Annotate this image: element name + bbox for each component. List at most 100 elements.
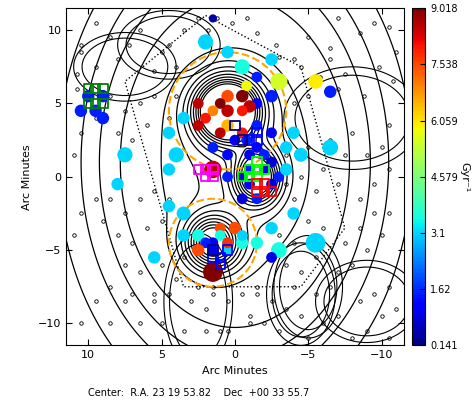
Point	[231, 122, 239, 129]
Point	[209, 254, 217, 261]
Point	[217, 232, 224, 239]
Point	[253, 159, 261, 165]
Point	[238, 240, 246, 246]
Point	[290, 130, 297, 136]
Point	[260, 188, 268, 195]
Point	[209, 174, 217, 180]
Point	[253, 240, 261, 246]
Point	[224, 247, 231, 253]
Point	[202, 240, 210, 246]
Point	[246, 166, 253, 173]
Point	[268, 181, 275, 187]
Point	[268, 159, 275, 165]
Point	[253, 137, 261, 143]
Point	[268, 56, 275, 63]
Point	[224, 108, 231, 114]
Point	[260, 166, 268, 173]
Point	[253, 188, 261, 195]
Point	[224, 152, 231, 158]
Point	[84, 100, 92, 107]
Point	[224, 93, 231, 99]
Point	[268, 254, 275, 261]
Point	[231, 137, 239, 143]
Point	[224, 174, 231, 180]
Point	[224, 240, 231, 246]
Point	[283, 144, 290, 151]
Point	[246, 152, 253, 158]
Y-axis label: Gyr⁻¹: Gyr⁻¹	[459, 162, 469, 192]
Point	[246, 103, 253, 110]
Point	[312, 240, 319, 246]
Point	[217, 254, 224, 261]
Point	[275, 247, 283, 253]
X-axis label: Arc Minutes: Arc Minutes	[202, 366, 268, 376]
Point	[217, 225, 224, 231]
Point	[312, 78, 319, 85]
Point	[260, 181, 268, 187]
Point	[253, 144, 261, 151]
Point	[268, 130, 275, 136]
Y-axis label: Arc Minutes: Arc Minutes	[22, 144, 33, 210]
Point	[246, 181, 253, 187]
Point	[224, 247, 231, 253]
Point	[165, 166, 173, 173]
Point	[194, 166, 202, 173]
Point	[209, 247, 217, 253]
Point	[209, 166, 217, 173]
Point	[253, 130, 261, 136]
Point	[253, 196, 261, 202]
Point	[297, 152, 305, 158]
Point	[180, 210, 187, 217]
Point	[238, 174, 246, 180]
Point	[246, 166, 253, 173]
Point	[77, 108, 85, 114]
Point	[268, 188, 275, 195]
Point	[194, 247, 202, 253]
Point	[209, 108, 217, 114]
Point	[246, 174, 253, 180]
Point	[238, 93, 246, 99]
Point	[253, 100, 261, 107]
Point	[202, 174, 210, 180]
Point	[209, 269, 217, 275]
Point	[165, 203, 173, 209]
Point	[84, 93, 92, 99]
Point	[202, 39, 210, 45]
Point	[209, 247, 217, 253]
Point	[209, 144, 217, 151]
Point	[165, 130, 173, 136]
Point	[246, 137, 253, 143]
Point	[238, 232, 246, 239]
Point	[92, 86, 100, 92]
Point	[327, 88, 334, 95]
Point	[238, 64, 246, 70]
Point	[99, 93, 107, 99]
Point	[217, 262, 224, 268]
Point	[202, 166, 210, 173]
Point	[217, 130, 224, 136]
Point	[283, 166, 290, 173]
Point	[202, 115, 210, 121]
Point	[253, 74, 261, 80]
Point	[209, 15, 217, 22]
Point	[99, 86, 107, 92]
Point	[150, 254, 158, 261]
Point	[84, 86, 92, 92]
Point	[268, 93, 275, 99]
Point	[121, 152, 129, 158]
Point	[92, 100, 100, 107]
Point	[275, 78, 283, 85]
Text: Center:  R.A. 23 19 53.82    Dec  +00 33 55.7: Center: R.A. 23 19 53.82 Dec +00 33 55.7	[89, 388, 310, 398]
Point	[327, 144, 334, 151]
Point	[114, 181, 121, 187]
Point	[173, 152, 180, 158]
Point	[231, 225, 239, 231]
Point	[238, 108, 246, 114]
Point	[253, 174, 261, 180]
Point	[238, 137, 246, 143]
Point	[260, 152, 268, 158]
Point	[290, 210, 297, 217]
Point	[238, 130, 246, 136]
Point	[99, 100, 107, 107]
Point	[268, 225, 275, 231]
